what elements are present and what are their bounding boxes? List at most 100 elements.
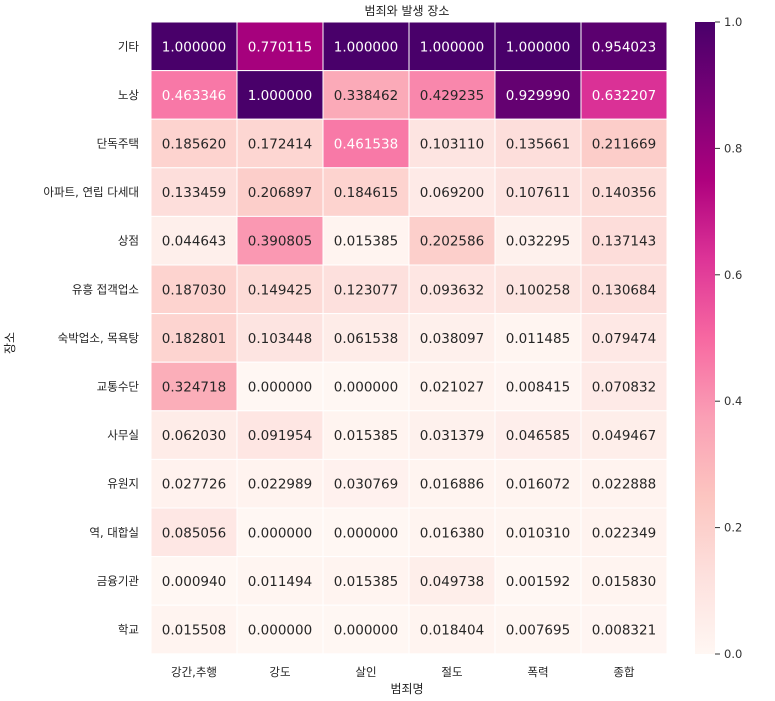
heatmap-cell — [236, 118, 324, 169]
cell-value-label: 0.032295 — [506, 234, 570, 250]
cell-value-label: 0.770115 — [248, 39, 312, 55]
cell-value-label: 0.022989 — [248, 477, 312, 493]
cell-value-label: 0.149425 — [248, 282, 312, 298]
cell-value-label: 0.000940 — [162, 574, 226, 590]
colorbar-tick-label: 0.6 — [724, 268, 742, 282]
heatmap-cell — [408, 507, 496, 558]
cell-value-label: 0.049738 — [420, 574, 484, 590]
y-tick-label: 아파트, 연립 다세대 — [43, 185, 139, 199]
heatmap-cell — [580, 604, 668, 655]
heatmap-cell — [150, 604, 238, 655]
heatmap-cell — [408, 556, 496, 606]
cell-value-label: 0.062030 — [162, 428, 226, 444]
x-tick-label: 절도 — [441, 665, 462, 679]
cell-value-label: 0.046585 — [506, 428, 570, 444]
heatmap-cell — [150, 167, 238, 217]
heatmap-cell — [150, 215, 238, 266]
cell-value-label: 1.000000 — [334, 39, 398, 55]
heatmap-cell — [580, 556, 668, 606]
heatmap-cell — [580, 215, 668, 266]
cell-value-label: 1.000000 — [420, 39, 484, 55]
cell-value-label: 0.007695 — [506, 623, 570, 639]
cell-value-label: 0.008321 — [592, 623, 656, 639]
y-tick-label: 노상 — [118, 88, 140, 102]
x-axis-label: 범죄명 — [390, 682, 423, 696]
heatmap-cell — [150, 458, 238, 509]
cell-value-label: 0.016886 — [420, 477, 484, 493]
cell-value-label: 0.123077 — [334, 282, 398, 298]
heatmap-cell — [236, 21, 324, 72]
heatmap-cell — [150, 361, 238, 412]
cell-value-label: 0.206897 — [248, 185, 312, 201]
heatmap-cell — [150, 313, 238, 363]
cell-value-label: 0.015508 — [162, 623, 226, 639]
colorbar — [695, 22, 715, 654]
y-tick-label: 기타 — [118, 39, 140, 53]
cell-value-label: 0.461538 — [334, 137, 398, 153]
heatmap-cell — [580, 361, 668, 412]
chart-title: 범죄와 발생 장소 — [365, 4, 450, 18]
cell-value-label: 0.031379 — [420, 428, 484, 444]
colorbar-tick-label: 1.0 — [724, 15, 742, 29]
cell-value-label: 0.338462 — [334, 88, 398, 104]
cell-value-label: 0.187030 — [162, 282, 226, 298]
cell-value-label: 0.463346 — [162, 88, 226, 104]
x-tick-label: 강간,추행 — [171, 665, 217, 679]
cell-value-label: 0.202586 — [420, 234, 484, 250]
y-tick-label: 학교 — [118, 623, 139, 637]
heatmap-cell — [236, 167, 324, 217]
cell-value-label: 0.632207 — [592, 88, 656, 104]
heatmap-cell — [322, 604, 410, 655]
heatmap-cell — [150, 410, 238, 460]
heatmap-cell — [580, 167, 668, 217]
x-tick-labels: 강간,추행 강도 살인 절도 폭력 종합 — [171, 665, 635, 679]
heatmap-cell — [150, 507, 238, 558]
cell-value-label: 0.137143 — [592, 234, 656, 250]
heatmap-cell — [236, 70, 324, 120]
y-tick-label: 상점 — [118, 234, 139, 248]
heatmap-cell — [408, 313, 496, 363]
cell-value-label: 0.103110 — [420, 137, 484, 153]
cell-value-label: 0.929990 — [506, 88, 570, 104]
heatmap-cell — [408, 70, 496, 120]
cell-value-label: 0.038097 — [420, 331, 484, 347]
colorbar-tick-label: 0.4 — [724, 394, 742, 408]
heatmap-cell — [322, 556, 410, 606]
heatmap-cell — [494, 458, 582, 509]
y-tick-label: 사무실 — [107, 428, 139, 442]
heatmap-cell — [494, 167, 582, 217]
y-tick-label: 유흥 접객업소 — [72, 282, 139, 296]
cell-value-label: 0.093632 — [420, 282, 484, 298]
cell-value-label: 0.011494 — [248, 574, 312, 590]
heatmap-cell — [408, 604, 496, 655]
cell-value-label: 0.015830 — [592, 574, 656, 590]
cell-value-label: 0.130684 — [592, 282, 656, 298]
cell-value-label: 0.429235 — [420, 88, 484, 104]
cell-value-label: 0.100258 — [506, 282, 570, 298]
cell-value-label: 0.000000 — [334, 380, 398, 396]
cell-value-label: 0.107611 — [506, 185, 570, 201]
heatmap-cell — [236, 604, 324, 655]
cell-value-label: 1.000000 — [162, 39, 226, 55]
cell-value-label: 0.000000 — [334, 525, 398, 541]
cell-value-label: 0.022888 — [592, 477, 656, 493]
heatmap-cell — [408, 167, 496, 217]
heatmap-cell — [494, 215, 582, 266]
cell-value-label: 0.000000 — [334, 623, 398, 639]
x-tick-label: 폭력 — [527, 665, 548, 679]
heatmap-cell — [580, 21, 668, 72]
heatmap-cell — [322, 215, 410, 266]
cell-value-label: 0.008415 — [506, 380, 570, 396]
y-tick-label: 교통수단 — [97, 380, 140, 394]
heatmap-cell — [236, 458, 324, 509]
cell-value-label: 0.015385 — [334, 428, 398, 444]
cell-value-label: 0.085056 — [162, 525, 226, 541]
cell-value-label: 0.001592 — [506, 574, 570, 590]
heatmap-cell — [494, 410, 582, 460]
y-tick-label: 숙박업소, 목욕탕 — [58, 331, 140, 345]
cell-value-label: 0.069200 — [420, 185, 484, 201]
cell-value-label: 0.000000 — [248, 380, 312, 396]
heatmap-cell — [150, 556, 238, 606]
